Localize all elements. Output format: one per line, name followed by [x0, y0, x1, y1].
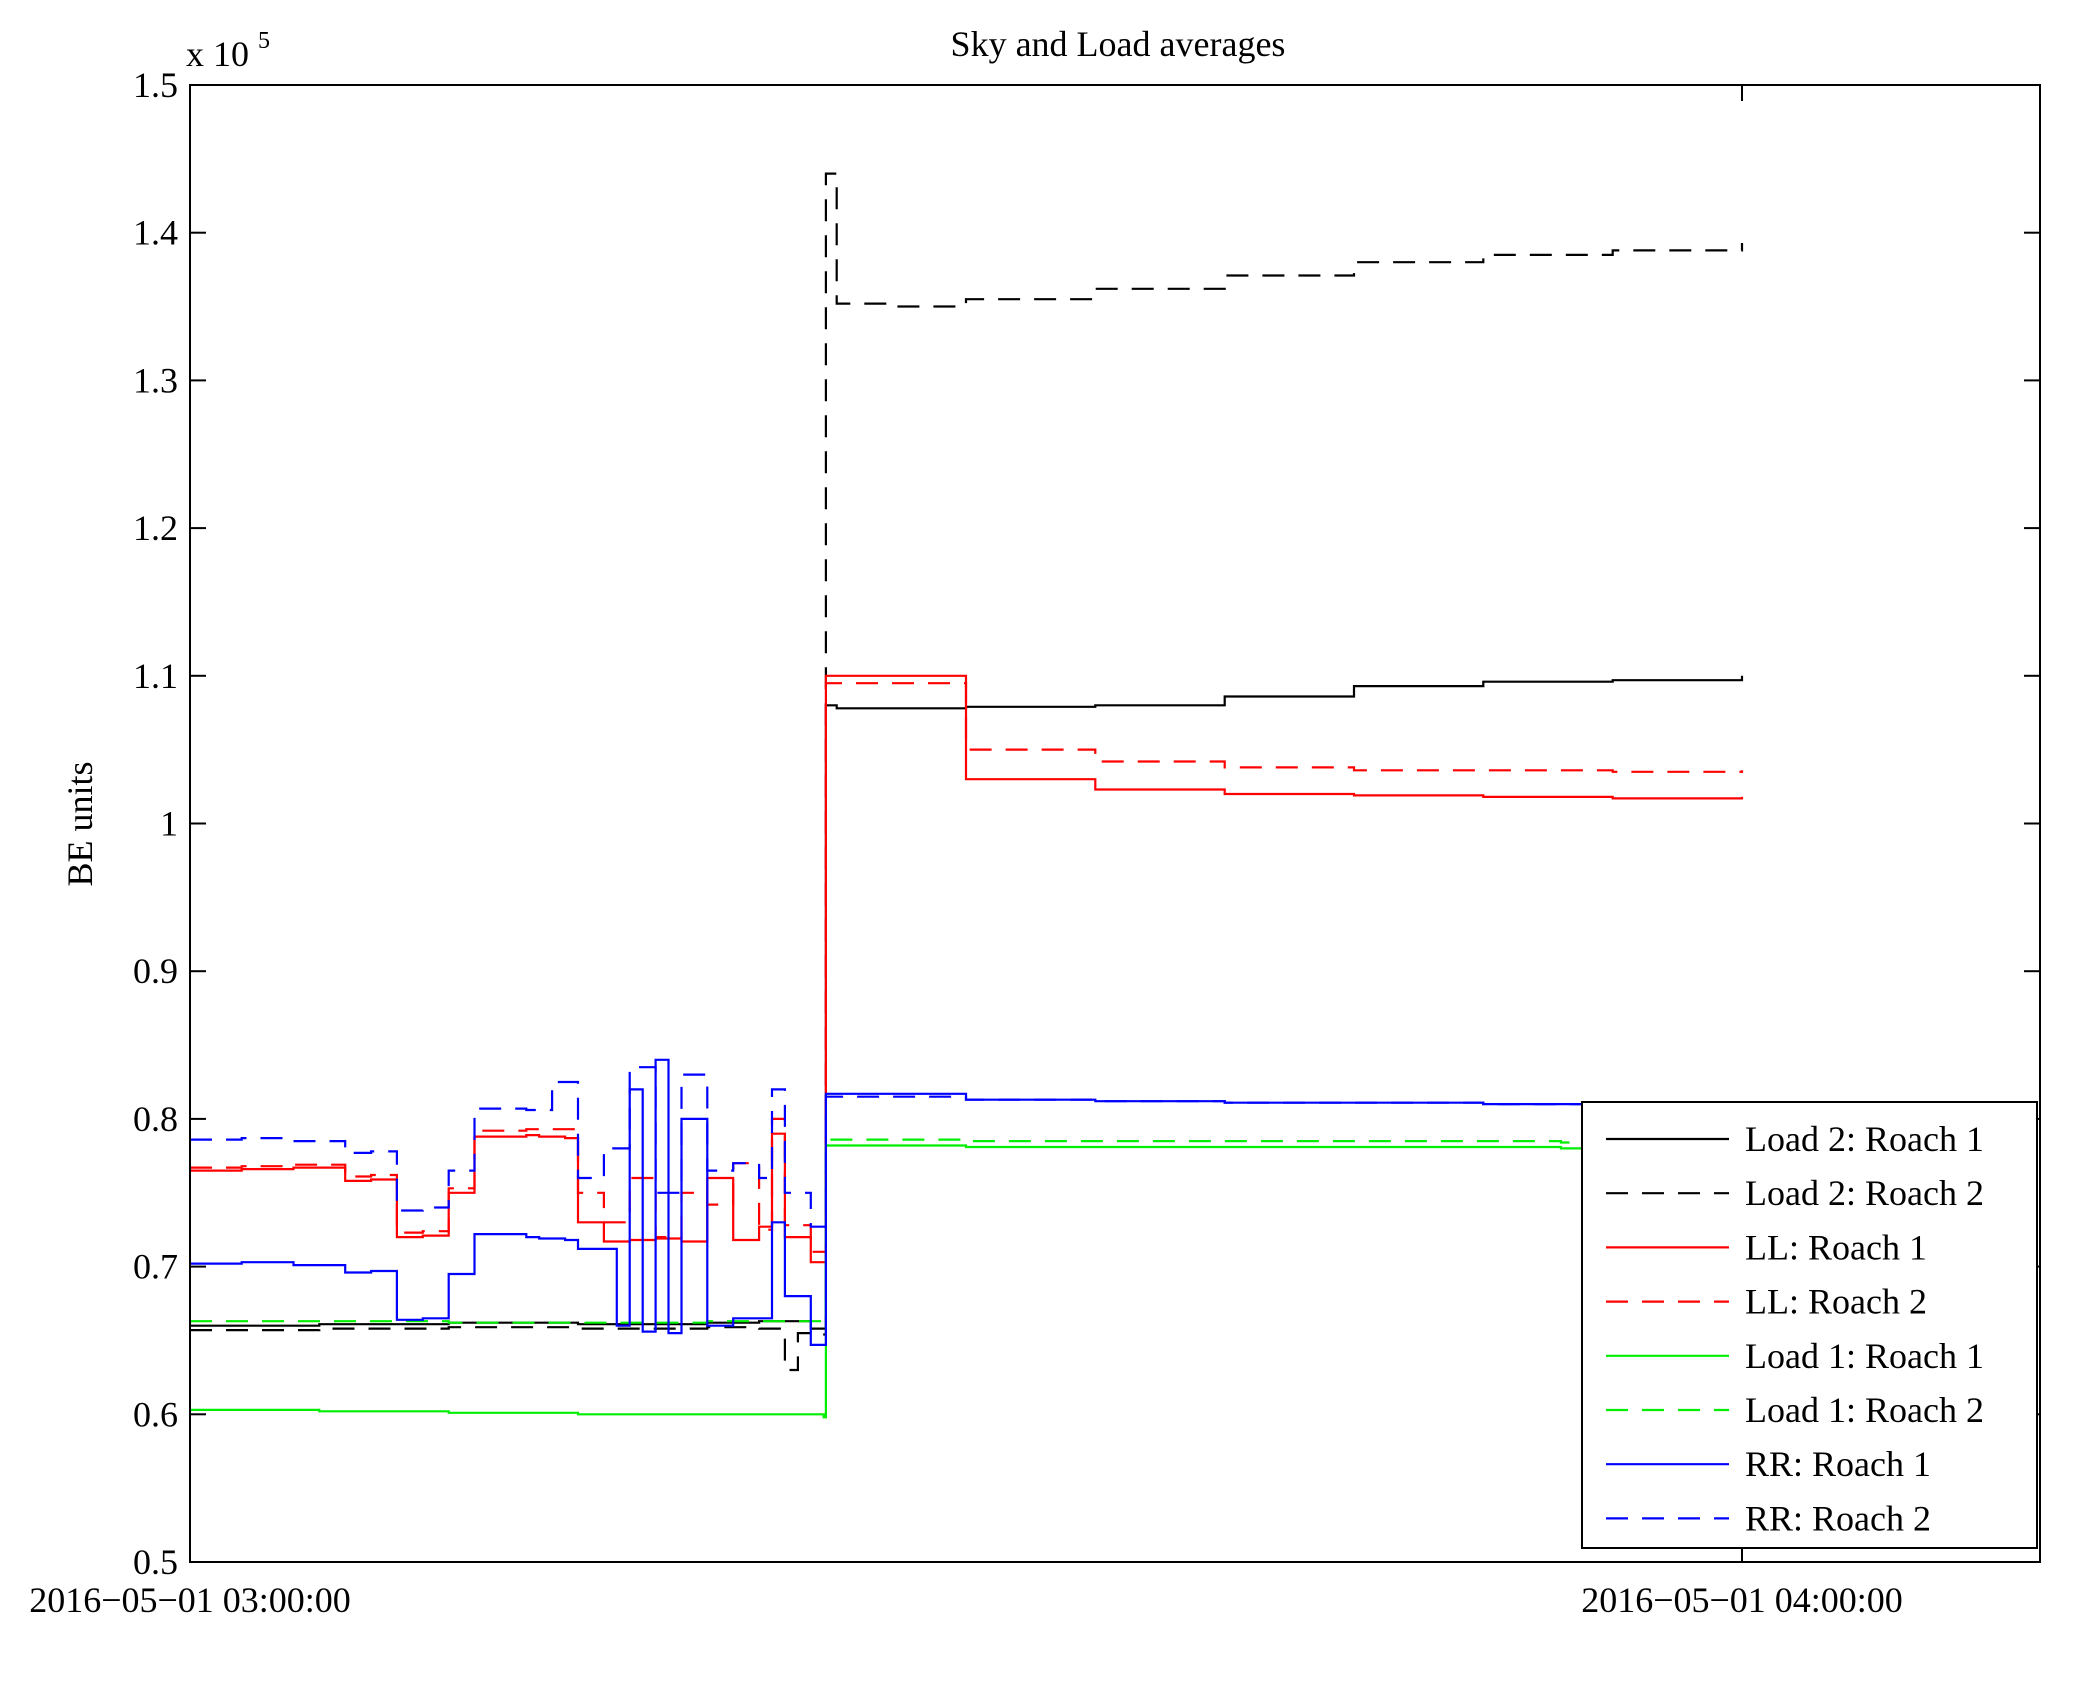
legend-label: Load 2: Roach 1: [1745, 1119, 1984, 1159]
x-tick-label: 2016−05−01 03:00:00: [29, 1580, 351, 1620]
y-tick-label: 1.5: [133, 65, 178, 105]
x-tick-label: 2016−05−01 04:00:00: [1581, 1580, 1903, 1620]
legend-label: Load 2: Roach 2: [1745, 1173, 1984, 1213]
series-line-8: [190, 1066, 1742, 1228]
legend-label: Load 1: Roach 2: [1745, 1390, 1984, 1430]
legend-label: LL: Roach 2: [1745, 1282, 1927, 1322]
legend-label: RR: Roach 2: [1745, 1498, 1931, 1538]
y-tick-label: 1.1: [133, 656, 178, 696]
axes-layer: 0.5 0.6 0.7 0.8 0.9 1 1.1 1.2 1.3 1.4 1.5 2016−05−0…: [29, 65, 2041, 1620]
chart-title: Sky and Load averages: [951, 24, 1286, 64]
y-axis-label: BE units: [60, 761, 100, 886]
legend-box: [1581, 1101, 2038, 1549]
y-tick-label: 0.9: [133, 951, 178, 991]
y-tick-label: 0.8: [133, 1099, 178, 1139]
y-tick-label: 1.2: [133, 508, 178, 548]
y-tick-label: 0.6: [133, 1394, 178, 1434]
y-axis-exponent: x 10 5: [186, 28, 270, 74]
legend-label: RR: Roach 1: [1745, 1444, 1931, 1484]
y-axis-exponent-power: 5: [258, 28, 270, 54]
legend: Load 2: Roach 1 Load 2: Roach 2 LL: Roach …: [1581, 1101, 2038, 1549]
legend-label: LL: Roach 1: [1745, 1227, 1927, 1267]
legend-label: Load 1: Roach 1: [1745, 1336, 1984, 1376]
y-tick-label: 0.7: [133, 1247, 178, 1287]
y-tick-label: 1.3: [133, 360, 178, 400]
series-line-1: [190, 675, 1744, 1330]
series-line-7: [190, 1058, 1742, 1346]
y-axis-exponent-base: x 10: [186, 34, 249, 74]
y-tick-label: 1: [160, 804, 178, 844]
y-tick-label: 0.5: [133, 1542, 178, 1582]
y-tick-label: 1.4: [133, 213, 178, 253]
